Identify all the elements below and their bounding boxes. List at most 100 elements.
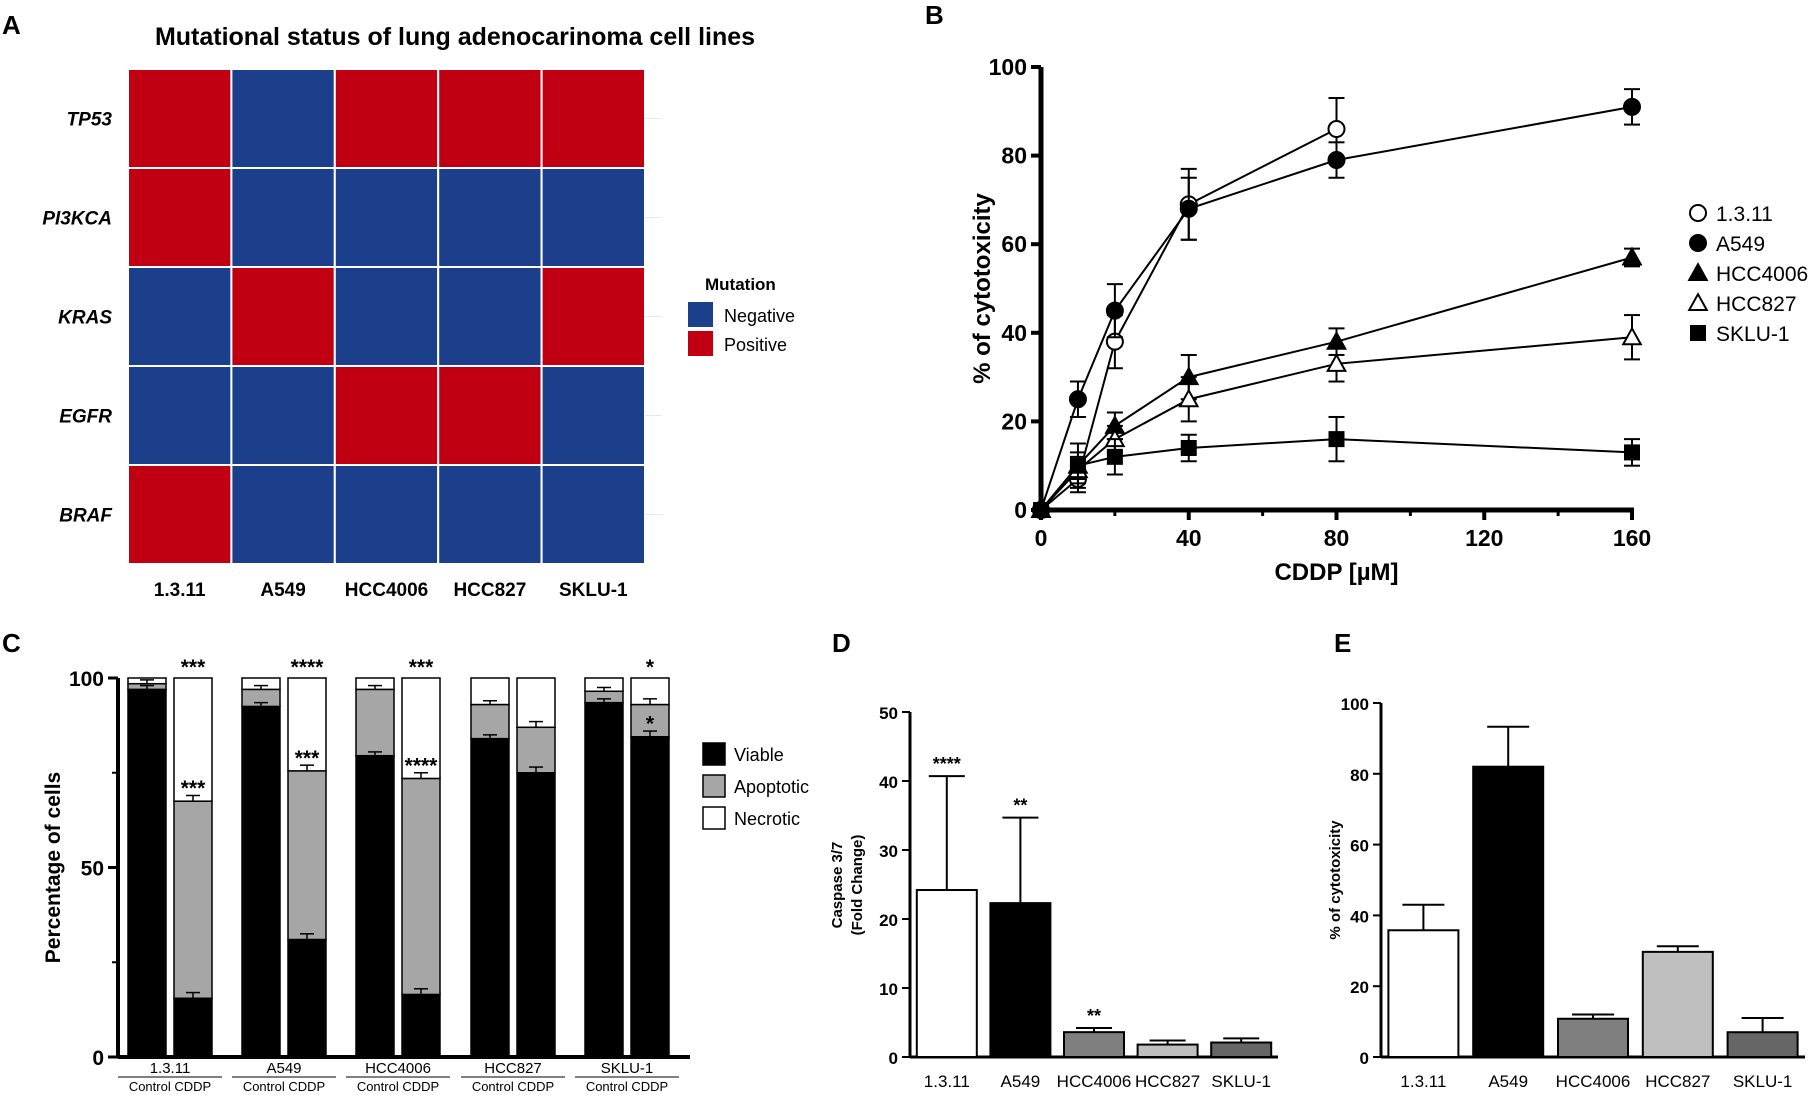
group-label: SKLU-1 bbox=[601, 1060, 654, 1077]
stacked-segment-apoptotic bbox=[355, 688, 395, 757]
heatmap-cell bbox=[437, 167, 543, 268]
data-point-A549 bbox=[1105, 301, 1124, 320]
condition-label: Control CDDP bbox=[472, 1079, 554, 1094]
heatmap-cell bbox=[333, 167, 440, 268]
y-tick-label: 0 bbox=[92, 1047, 104, 1070]
group-label: 1.3.11 bbox=[150, 1060, 191, 1077]
stacked-segment-viable bbox=[630, 735, 670, 1058]
x-axis-label: CDDP [µM] bbox=[1274, 559, 1398, 586]
legend-label: Viable bbox=[734, 745, 784, 765]
condition-label: Control CDDP bbox=[129, 1079, 211, 1094]
bar-A549 bbox=[989, 902, 1052, 1058]
significance-label: **** bbox=[291, 656, 325, 679]
y-tick-label: 10 bbox=[879, 980, 898, 999]
data-point-A549 bbox=[1623, 97, 1641, 116]
significance-label: **** bbox=[405, 754, 439, 777]
legend-swatch-necrotic bbox=[702, 806, 726, 830]
x-tick-label: 120 bbox=[1465, 525, 1503, 551]
panel-label-a: A bbox=[2, 10, 21, 40]
y-tick-label: 40 bbox=[1001, 320, 1027, 346]
stacked-segment-viable bbox=[241, 705, 281, 1058]
y-tick-label: 100 bbox=[1341, 695, 1369, 714]
y-axis-label: % of cytotoxicity bbox=[1327, 820, 1344, 940]
x-tick-label: 0 bbox=[1035, 525, 1048, 551]
dose-response-line-chart: 0 20 40 60 80 100 0 40 80 120 160 CDDP [µM] % of cyt… bbox=[969, 54, 1808, 586]
bar-1.3.11 bbox=[915, 889, 978, 1059]
legend-label: HCC4006 bbox=[1716, 263, 1808, 286]
heatmap-cell bbox=[230, 266, 336, 367]
category-label: HCC4006 bbox=[1556, 1072, 1631, 1091]
legend-label: 1.3.11 bbox=[1716, 203, 1773, 226]
y-tick-label: 0 bbox=[889, 1049, 898, 1068]
category-label: 1.3.11 bbox=[1400, 1072, 1446, 1091]
heatmap-cell bbox=[127, 68, 233, 169]
y-axis-label: Percentage of cells bbox=[42, 772, 65, 963]
stacked-segment-apoptotic bbox=[516, 726, 556, 774]
legend-marker-A549 bbox=[1689, 234, 1707, 252]
y-tick-label: 50 bbox=[81, 858, 104, 881]
legend-marker-HCC827 bbox=[1687, 292, 1709, 312]
y-tick-label: 100 bbox=[69, 668, 104, 691]
bar-HCC827 bbox=[1641, 950, 1714, 1058]
legend-label: Positive bbox=[724, 335, 787, 355]
heatmap-cell bbox=[127, 167, 233, 268]
significance-label: *** bbox=[181, 777, 206, 800]
cytotoxicity-bar-chart: 0 20 40 60 80 100 1.3.11 A549 HCC4006 HCC827 SKLU-… bbox=[1327, 695, 1805, 1091]
legend-swatch-negative bbox=[688, 302, 713, 327]
y-tick-label: 40 bbox=[1350, 907, 1369, 926]
heatmap-cell bbox=[127, 266, 233, 367]
series-line-HCC4006 bbox=[1040, 256, 1633, 511]
stacked-segment-necrotic bbox=[401, 677, 441, 780]
y-tick-label: 40 bbox=[879, 773, 898, 792]
heatmap-title: Mutational status of lung adenocarinoma … bbox=[155, 23, 755, 51]
heatmap-row-label: PI3KCA bbox=[42, 209, 112, 230]
heatmap-row-label: EGFR bbox=[59, 407, 112, 428]
legend-marker-1.3.11 bbox=[1689, 204, 1707, 222]
legend-marker-HCC4006 bbox=[1687, 262, 1709, 282]
significance-label: *** bbox=[181, 656, 206, 679]
heatmap-column-label: 1.3.11 bbox=[154, 580, 206, 601]
significance-label: * bbox=[646, 713, 655, 736]
condition-label: Control CDDP bbox=[586, 1079, 668, 1094]
data-point-HCC4006 bbox=[1621, 246, 1643, 266]
condition-label: Control CDDP bbox=[243, 1079, 325, 1094]
heatmap-row-label: BRAF bbox=[59, 506, 113, 527]
stacked-segment-apoptotic bbox=[401, 777, 441, 996]
significance-label: ** bbox=[1087, 1006, 1101, 1026]
y-tick-label: 20 bbox=[1001, 408, 1027, 434]
legend-marker-SKLU-1 bbox=[1690, 325, 1706, 341]
caspase-bar-chart: 0 10 20 30 40 50 **** 1.3.11 ** A549 ** HCC4006 HCC8… bbox=[829, 704, 1278, 1091]
legend-title: Mutation bbox=[705, 275, 776, 294]
legend-label: Necrotic bbox=[734, 809, 800, 829]
heatmap-panel: Mutational status of lung adenocarinoma … bbox=[42, 23, 795, 601]
heatmap-column-label: A549 bbox=[260, 580, 305, 601]
stacked-segment-viable bbox=[173, 997, 213, 1058]
legend-swatch-positive bbox=[688, 331, 713, 356]
data-point-SKLU-1 bbox=[1180, 439, 1197, 456]
bar-HCC4006 bbox=[1557, 1017, 1629, 1059]
heatmap-row-label: TP53 bbox=[67, 110, 113, 131]
y-tick-label: 60 bbox=[1001, 231, 1027, 257]
heatmap-column-label: HCC827 bbox=[453, 580, 526, 601]
y-tick-label: 0 bbox=[1014, 497, 1027, 523]
stacked-segment-viable bbox=[287, 938, 327, 1058]
data-point-HCC827 bbox=[1326, 352, 1347, 372]
stacked-segment-necrotic bbox=[516, 677, 556, 729]
stacked-segment-viable bbox=[470, 737, 510, 1058]
heatmap-cell bbox=[437, 266, 543, 367]
heatmap-cell bbox=[540, 266, 646, 367]
panel-label-e: E bbox=[1334, 628, 1351, 658]
data-point-SKLU-1 bbox=[1069, 457, 1086, 474]
heatmap-cell bbox=[230, 68, 336, 169]
significance-label: *** bbox=[409, 656, 434, 679]
category-label: A549 bbox=[1488, 1072, 1528, 1091]
y-tick-label: 50 bbox=[879, 704, 898, 723]
heatmap-cell bbox=[540, 68, 646, 169]
data-point-HCC827 bbox=[1178, 388, 1200, 408]
heatmap-cell bbox=[437, 68, 543, 169]
category-label: HCC827 bbox=[1135, 1072, 1200, 1091]
data-point-1.3.11 bbox=[1327, 120, 1346, 139]
legend-swatch-apoptotic bbox=[702, 774, 726, 798]
heatmap-cell bbox=[230, 167, 336, 268]
